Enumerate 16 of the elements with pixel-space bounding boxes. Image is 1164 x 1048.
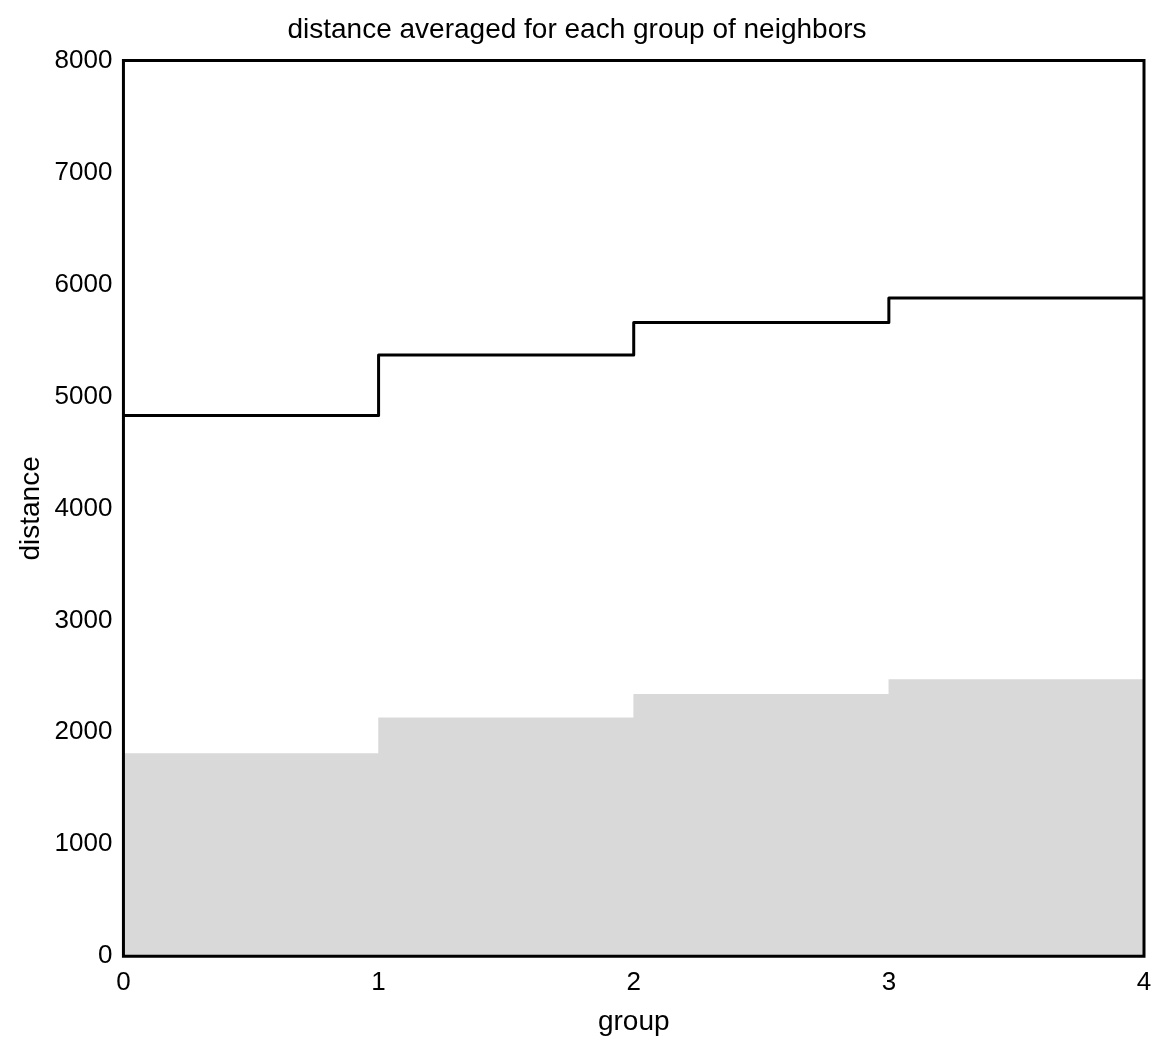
y-tick-label: 0 — [97, 939, 113, 970]
chart-title: distance averaged for each group of neighbors — [287, 12, 867, 44]
y-tick-label: 3000 — [54, 603, 113, 634]
y-tick-label: 4000 — [54, 491, 113, 522]
x-tick-label: 4 — [1136, 965, 1152, 996]
y-axis-title: distance — [13, 456, 45, 561]
y-tick-label: 7000 — [54, 155, 113, 186]
y-tick-label: 8000 — [54, 43, 113, 74]
x-tick-label: 2 — [626, 965, 641, 996]
x-axis-title: group — [597, 1004, 670, 1036]
y-tick-label: 2000 — [54, 715, 113, 746]
x-tick-label: 1 — [371, 965, 386, 996]
y-tick-label: 6000 — [54, 267, 113, 298]
y-tick-label: 5000 — [54, 379, 113, 410]
x-tick-label: 3 — [881, 965, 897, 996]
y-tick-label: 1000 — [54, 827, 113, 858]
